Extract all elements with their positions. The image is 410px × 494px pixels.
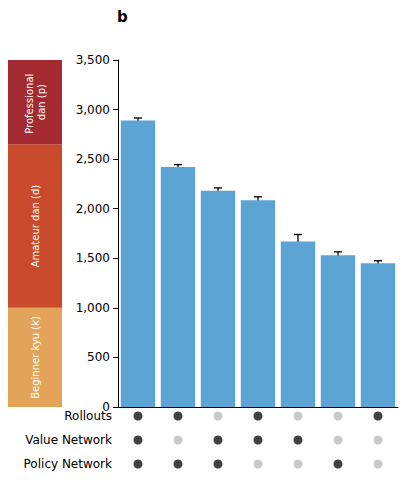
svg-text:dan (p): dan (p) — [36, 84, 47, 120]
svg-text:2,000: 2,000 — [76, 202, 110, 216]
svg-text:1,500: 1,500 — [76, 251, 110, 265]
svg-text:Rollouts: Rollouts — [64, 409, 112, 423]
svg-text:Amateur dan (d): Amateur dan (d) — [30, 185, 41, 268]
svg-text:Value Network: Value Network — [25, 433, 112, 447]
svg-text:b: b — [117, 8, 128, 26]
svg-text:Beginner kyu (k): Beginner kyu (k) — [30, 316, 41, 399]
svg-text:500: 500 — [87, 350, 110, 364]
svg-text:2,500: 2,500 — [76, 152, 110, 166]
svg-text:3,500: 3,500 — [76, 53, 110, 67]
svg-text:Professional: Professional — [24, 70, 35, 133]
svg-text:Policy Network: Policy Network — [24, 457, 112, 471]
svg-text:0: 0 — [102, 400, 110, 414]
svg-text:3,000: 3,000 — [76, 103, 110, 117]
svg-text:1,000: 1,000 — [76, 301, 110, 315]
